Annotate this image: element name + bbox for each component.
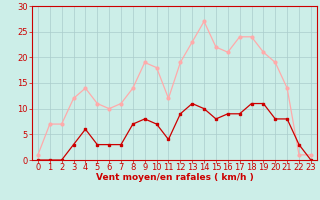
- X-axis label: Vent moyen/en rafales ( km/h ): Vent moyen/en rafales ( km/h ): [96, 173, 253, 182]
